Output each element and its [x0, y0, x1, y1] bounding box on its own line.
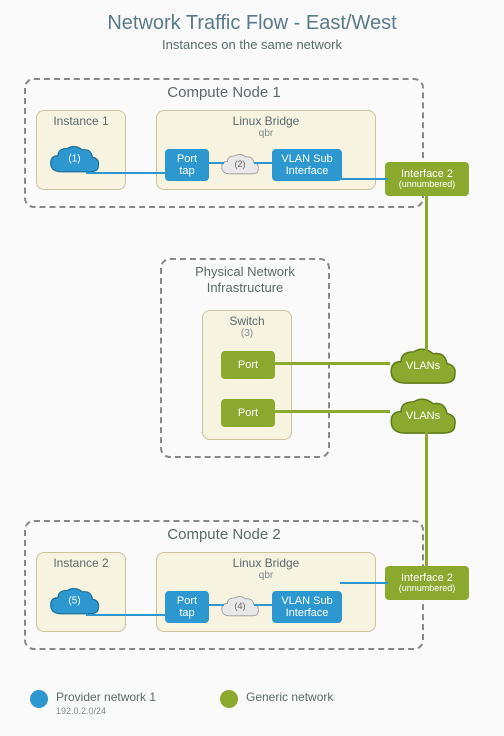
compute-node-2: Compute Node 2 Instance 2 (5) Linux Brid… [24, 520, 424, 650]
node2-title: Compute Node 2 [26, 526, 422, 543]
bridge-1-sub: qbr [157, 128, 375, 139]
legend-provider-label: Provider network 1 [56, 690, 156, 704]
diagram-title: Network Traffic Flow - East/West [0, 0, 504, 35]
legend-provider-sub: 192.0.2.0/24 [56, 706, 106, 716]
diagram-subtitle: Instances on the same network [0, 37, 504, 52]
interface-2-node1-sub: (unnumbered) [385, 180, 469, 190]
interface-2-node2: Interface 2 (unnumbered) [385, 566, 469, 600]
link-vlan2-interface [340, 582, 388, 584]
vlans-1-label: VLANs [378, 360, 468, 372]
legend-generic-dot [220, 690, 238, 708]
link-mid1-vlan [254, 162, 274, 164]
link-port2-mid [204, 604, 224, 606]
vlans-cloud-1: VLANs [378, 344, 468, 388]
linux-bridge-2: Linux Bridge qbr Port tap (4) VLAN Sub I… [156, 552, 376, 632]
phys-title: Physical Network Infrastructure [162, 264, 328, 295]
interface-2-node2-sub: (unnumbered) [385, 584, 469, 594]
bridge-2-title: Linux Bridge [157, 556, 375, 570]
mid-cloud-1-label: (2) [219, 159, 261, 169]
link-port2-vlans2 [272, 410, 390, 413]
link-instance2-port [86, 614, 166, 616]
link-port1-mid [204, 162, 224, 164]
switch-port-2: Port [221, 399, 275, 427]
vlans-2-label: VLANs [378, 410, 468, 422]
mid-cloud-1: (2) [219, 149, 261, 179]
vlans-cloud-2: VLANs [378, 394, 468, 438]
instance-2-label: (5) [47, 596, 102, 607]
mid-cloud-2: (4) [219, 591, 261, 621]
legend-provider-dot [30, 690, 48, 708]
link-vlans2-down [425, 430, 428, 566]
instance-2-box: Instance 2 (5) [36, 552, 126, 632]
port-tap-2: Port tap [165, 591, 209, 623]
instance-2-title: Instance 2 [37, 556, 125, 570]
legend-generic-label: Generic network [246, 690, 333, 704]
switch-title: Switch [203, 314, 291, 328]
link-port1-vlans1 [272, 362, 390, 365]
instance-1-title: Instance 1 [37, 114, 125, 128]
port-tap-1: Port tap [165, 149, 209, 181]
bridge-1-title: Linux Bridge [157, 114, 375, 128]
vlan-sub-1: VLAN Sub Interface [272, 149, 342, 181]
link-vlan1-interface [340, 178, 388, 180]
bridge-2-sub: qbr [157, 570, 375, 581]
instance-1-label: (1) [47, 154, 102, 165]
instance-1-box: Instance 1 (1) [36, 110, 126, 190]
link-instance1-port [86, 172, 166, 174]
switch-port-1: Port [221, 351, 275, 379]
link-interface1-down [425, 196, 428, 352]
compute-node-1: Compute Node 1 Instance 1 (1) Linux Brid… [24, 78, 424, 208]
interface-2-node1: Interface 2 (unnumbered) [385, 162, 469, 196]
mid-cloud-2-label: (4) [219, 601, 261, 611]
node1-title: Compute Node 1 [26, 84, 422, 101]
physical-network: Physical Network Infrastructure Switch (… [160, 258, 330, 458]
link-mid2-vlan [254, 604, 274, 606]
vlan-sub-2: VLAN Sub Interface [272, 591, 342, 623]
switch-sub: (3) [203, 328, 291, 339]
switch-box: Switch (3) Port Port [202, 310, 292, 440]
